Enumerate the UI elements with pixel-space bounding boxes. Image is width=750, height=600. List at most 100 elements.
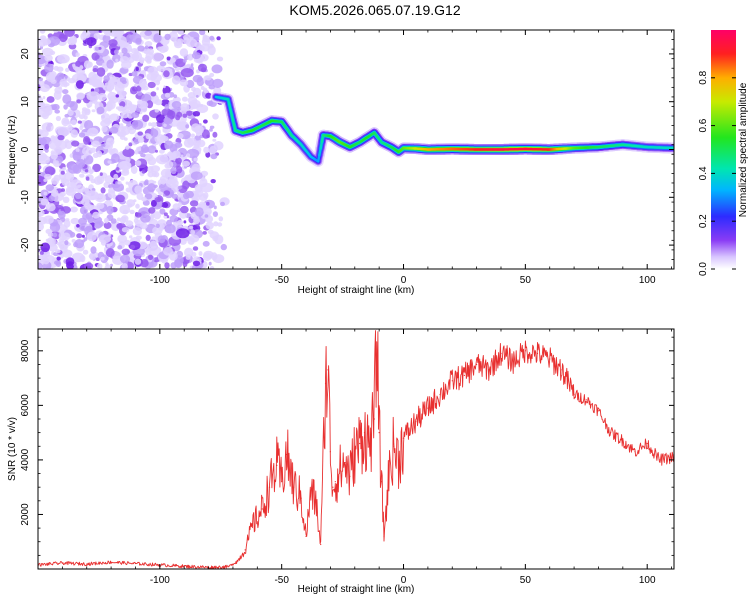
noise-speckle [168,251,178,261]
noise-speckle [115,181,119,185]
noise-speckle [209,125,215,129]
noise-speckle [199,30,206,36]
noise-speckle [165,178,179,189]
noise-speckle [209,266,215,269]
noise-speckle [144,41,153,47]
snr-point [381,481,383,483]
snr-point [658,459,661,461]
noise-speckle [91,78,103,88]
noise-speckle [45,228,53,235]
noise-speckle [76,158,86,169]
snr-point [354,451,356,453]
snr-point [339,470,341,472]
noise-speckle [62,249,73,258]
snr-point [402,437,405,439]
noise-speckle [199,182,214,193]
noise-speckle [44,143,50,150]
noise-speckle [171,101,182,109]
noise-speckle [186,79,195,89]
noise-speckle [62,89,69,95]
noise-speckle [202,252,212,261]
noise-speckle [115,194,125,203]
noise-speckle [170,167,177,175]
snr-point [500,352,502,355]
noise-speckle [76,92,85,100]
noise-speckle [45,184,54,192]
noise-speckle [86,91,100,101]
snr-point [463,374,465,376]
noise-speckle [209,35,215,41]
noise-speckle [144,193,153,200]
noise-speckle [159,61,167,67]
noise-speckle [206,201,210,206]
noise-speckle [153,211,161,220]
noise-speckle [128,142,133,147]
colorbar-label: Normalized spectral amplitude [738,82,749,217]
top-y-axis-label: Frequency (Hz) [7,116,18,185]
noise-speckle [210,179,216,184]
noise-speckle [121,125,131,136]
noise-speckle [105,248,115,258]
noise-speckle [202,34,208,40]
noise-speckle [82,249,89,255]
bottom-x-tick-label: -100 [150,575,170,586]
noise-speckle [83,237,88,241]
noise-speckle [43,178,48,182]
noise-speckle [96,67,106,77]
noise-speckle [205,92,213,99]
top-y-tick-label: 20 [20,48,31,60]
snr-point [344,462,346,464]
noise-speckle [51,189,59,197]
noise-speckle [89,170,94,175]
snr-point [488,369,490,371]
noise-speckle [162,193,166,197]
noise-speckle [145,134,153,140]
noise-speckle [185,124,190,129]
noise-speckle [121,227,130,233]
snr-point [476,363,478,366]
noise-speckle [204,214,209,218]
snr-point [597,410,600,412]
noise-speckle [192,111,201,117]
noise-speckle [142,114,150,123]
chart-title: KOM5.2026.065.07.19.G12 [289,2,461,18]
noise-speckle [191,251,197,257]
noise-speckle [151,171,157,178]
noise-speckle [192,260,201,267]
noise-speckle [210,252,218,261]
noise-speckle [124,239,131,246]
noise-speckle [84,137,90,142]
noise-speckle [155,149,158,153]
noise-speckle [191,86,197,92]
noise-speckle [40,242,50,253]
noise-speckle [44,63,54,73]
noise-speckle [81,234,85,238]
noise-speckle [84,108,91,116]
noise-speckle [147,254,154,261]
colorbar-ticks: 0.0 0.2 0.4 0.6 0.8 [698,70,736,276]
noise-speckle [38,45,40,49]
noise-speckle [190,229,196,236]
noise-speckle [106,137,115,146]
noise-speckle [87,104,91,108]
noise-speckle [163,212,168,216]
noise-speckle [199,45,205,51]
noise-speckle [129,209,135,215]
noise-speckle [83,155,87,159]
noise-speckle [205,75,212,81]
noise-speckle [164,92,171,98]
noise-speckle [203,207,212,216]
noise-speckle [149,214,155,220]
noise-speckle [194,125,204,135]
noise-speckle [172,30,178,34]
noise-speckle [94,221,103,229]
noise-speckle [150,128,159,138]
noise-speckle [68,78,76,84]
noise-speckle [38,152,48,162]
noise-speckle [191,52,201,60]
noise-speckle [197,76,202,81]
noise-speckle [121,60,132,69]
noise-speckle [194,42,202,48]
noise-speckle [39,136,52,146]
